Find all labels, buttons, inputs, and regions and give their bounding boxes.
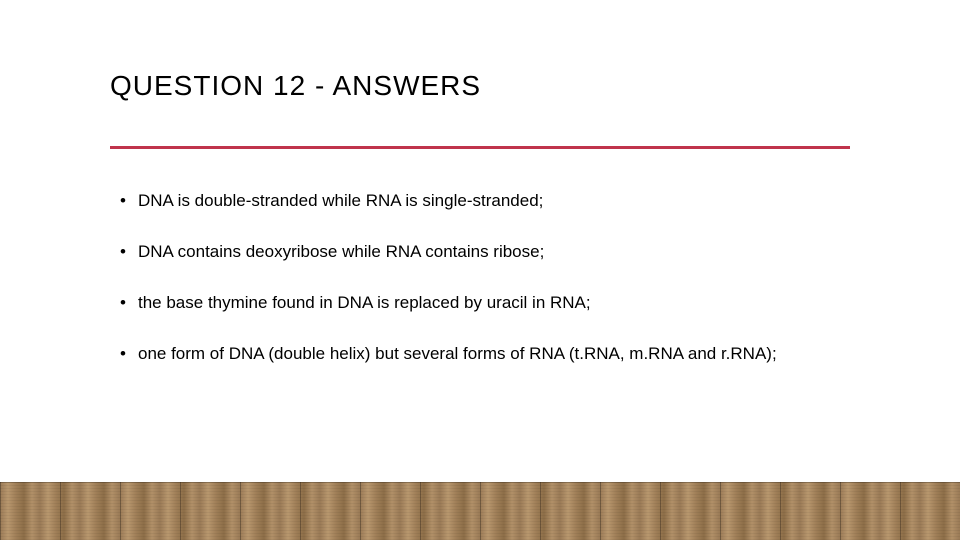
slide: QUESTION 12 - ANSWERS DNA is double-stra… [0, 0, 960, 540]
wood-floor-decoration [0, 482, 960, 540]
list-item: one form of DNA (double helix) but sever… [120, 343, 850, 366]
title-underline [110, 146, 850, 149]
list-item: DNA contains deoxyribose while RNA conta… [120, 241, 850, 264]
list-item: DNA is double-stranded while RNA is sing… [120, 190, 850, 213]
bullet-list: DNA is double-stranded while RNA is sing… [120, 190, 850, 394]
slide-title: QUESTION 12 - ANSWERS [110, 70, 481, 102]
list-item: the base thymine found in DNA is replace… [120, 292, 850, 315]
